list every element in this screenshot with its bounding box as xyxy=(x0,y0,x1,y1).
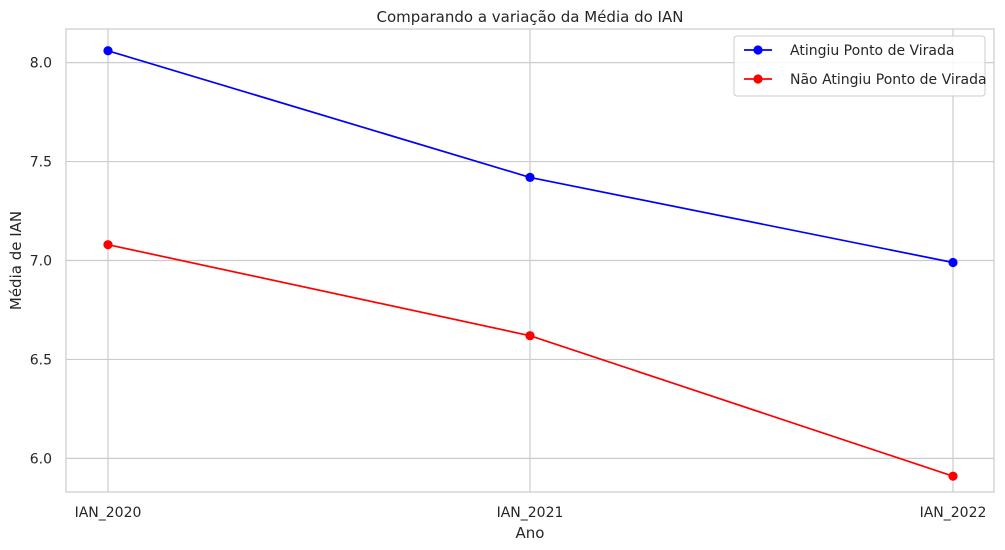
x-axis-title: Ano xyxy=(516,524,545,542)
y-axis: 6.0 6.5 7.0 7.5 8.0 xyxy=(30,56,52,468)
y-axis-title: Média de IAN xyxy=(7,211,25,310)
legend-marker-nao-atingiu xyxy=(753,74,763,84)
data-point-s1-1 xyxy=(525,331,535,341)
data-point-s0-1 xyxy=(525,172,535,182)
data-series xyxy=(103,46,958,481)
plot-area-frame xyxy=(65,28,995,493)
x-tick-label: IAN_2021 xyxy=(497,505,564,521)
y-tick-label: 6.5 xyxy=(30,352,52,368)
legend-label-atingiu: Atingiu Ponto de Virada xyxy=(790,43,954,59)
legend-marker-atingiu xyxy=(753,45,763,55)
data-point-s0-0 xyxy=(103,46,113,56)
x-tick-label: IAN_2022 xyxy=(920,505,987,521)
legend: Atingiu Ponto de Virada Não Atingiu Pont… xyxy=(733,35,987,97)
x-axis: IAN_2020 IAN_2021 IAN_2022 xyxy=(75,505,987,521)
grid xyxy=(66,29,994,492)
data-point-s0-2 xyxy=(948,257,958,268)
legend-box xyxy=(733,35,986,97)
y-tick-label: 7.5 xyxy=(30,155,52,171)
y-tick-label: 8.0 xyxy=(30,56,52,72)
x-tick-label: IAN_2020 xyxy=(75,505,142,521)
chart-title: Comparando a variação da Média do IAN xyxy=(377,8,684,26)
y-tick-label: 6.0 xyxy=(30,451,52,467)
legend-label-nao-atingiu: Não Atingiu Ponto de Virada xyxy=(790,72,987,88)
y-tick-label: 7.0 xyxy=(30,254,52,270)
data-point-s1-2 xyxy=(948,471,958,481)
data-point-s1-0 xyxy=(103,240,113,250)
